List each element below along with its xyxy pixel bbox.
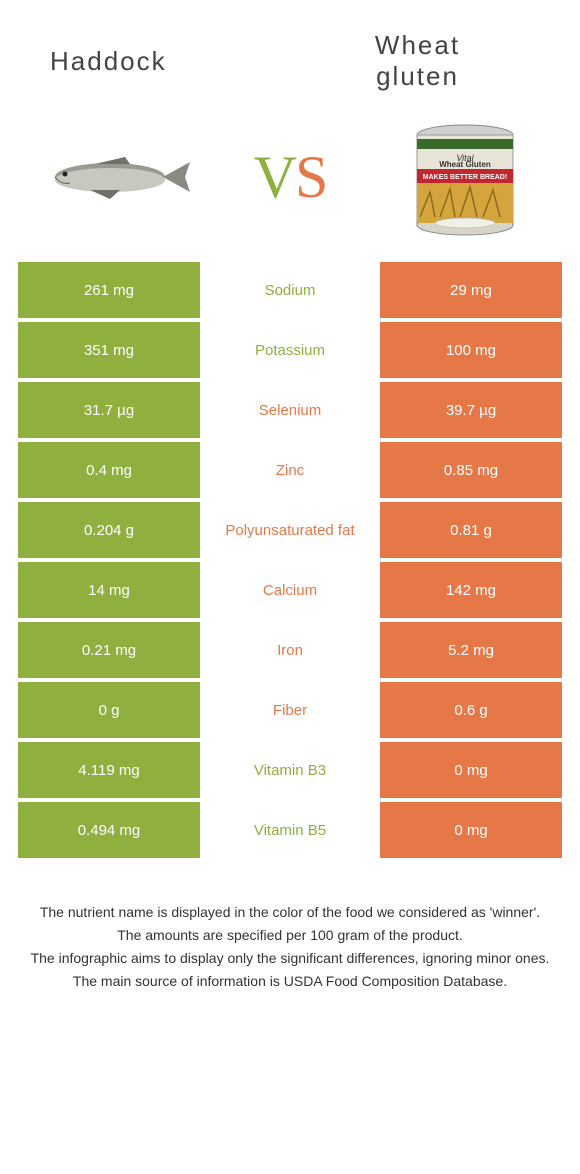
- footer-line1: The nutrient name is displayed in the co…: [30, 902, 550, 923]
- table-row: 0.4 mgZinc0.85 mg: [18, 442, 562, 498]
- table-row: 0.204 gPolyunsaturated fat0.81 g: [18, 502, 562, 558]
- nutrient-name: Vitamin B5: [200, 802, 380, 858]
- left-value: 351 mg: [18, 322, 200, 378]
- fish-icon: [35, 147, 195, 207]
- left-value: 261 mg: [18, 262, 200, 318]
- right-value: 100 mg: [380, 322, 562, 378]
- footer-line2: The amounts are specified per 100 gram o…: [30, 925, 550, 946]
- table-row: 0.494 mgVitamin B50 mg: [18, 802, 562, 858]
- left-value: 0 g: [18, 682, 200, 738]
- nutrient-name: Potassium: [200, 322, 380, 378]
- haddock-image: [30, 122, 200, 232]
- right-value: 0.6 g: [380, 682, 562, 738]
- comparison-table: 261 mgSodium29 mg351 mgPotassium100 mg31…: [0, 262, 580, 858]
- nutrient-name: Sodium: [200, 262, 380, 318]
- table-row: 0 gFiber0.6 g: [18, 682, 562, 738]
- right-value: 5.2 mg: [380, 622, 562, 678]
- table-row: 14 mgCalcium142 mg: [18, 562, 562, 618]
- left-value: 31.7 µg: [18, 382, 200, 438]
- right-value: 0 mg: [380, 742, 562, 798]
- nutrient-name: Zinc: [200, 442, 380, 498]
- left-value: 0.494 mg: [18, 802, 200, 858]
- right-value: 142 mg: [380, 562, 562, 618]
- left-value: 4.119 mg: [18, 742, 200, 798]
- right-food-title: Wheat gluten: [295, 30, 540, 92]
- nutrient-name: Selenium: [200, 382, 380, 438]
- right-title-line1: Wheat: [295, 30, 540, 61]
- right-value: 39.7 µg: [380, 382, 562, 438]
- vs-label: VS: [254, 142, 327, 212]
- table-row: 351 mgPotassium100 mg: [18, 322, 562, 378]
- left-value: 0.204 g: [18, 502, 200, 558]
- table-row: 31.7 µgSelenium39.7 µg: [18, 382, 562, 438]
- nutrient-name: Calcium: [200, 562, 380, 618]
- right-value: 0.85 mg: [380, 442, 562, 498]
- right-value: 29 mg: [380, 262, 562, 318]
- images-row: VS Vital MAKES BETTER BREAD! Wheat Glute…: [0, 102, 580, 262]
- vs-s: S: [295, 144, 326, 210]
- vs-v: V: [254, 144, 295, 210]
- footer-line4: The main source of information is USDA F…: [30, 971, 550, 992]
- nutrient-name: Fiber: [200, 682, 380, 738]
- left-value: 14 mg: [18, 562, 200, 618]
- table-row: 261 mgSodium29 mg: [18, 262, 562, 318]
- nutrient-name: Polyunsaturated fat: [200, 502, 380, 558]
- product-can-icon: Vital MAKES BETTER BREAD! Wheat Gluten: [405, 117, 525, 237]
- can-label-main: Wheat Gluten: [439, 160, 491, 169]
- left-value: 0.21 mg: [18, 622, 200, 678]
- left-food-title: Haddock: [40, 46, 295, 77]
- left-value: 0.4 mg: [18, 442, 200, 498]
- nutrient-name: Vitamin B3: [200, 742, 380, 798]
- header: Haddock Wheat gluten: [0, 0, 580, 102]
- right-title-line2: gluten: [295, 61, 540, 92]
- table-row: 0.21 mgIron5.2 mg: [18, 622, 562, 678]
- right-value: 0.81 g: [380, 502, 562, 558]
- footer-notes: The nutrient name is displayed in the co…: [0, 862, 580, 1014]
- can-label-tagline: MAKES BETTER BREAD!: [423, 174, 507, 181]
- right-value: 0 mg: [380, 802, 562, 858]
- footer-line3: The infographic aims to display only the…: [30, 948, 550, 969]
- nutrient-name: Iron: [200, 622, 380, 678]
- table-row: 4.119 mgVitamin B30 mg: [18, 742, 562, 798]
- wheat-gluten-image: Vital MAKES BETTER BREAD! Wheat Gluten: [380, 122, 550, 232]
